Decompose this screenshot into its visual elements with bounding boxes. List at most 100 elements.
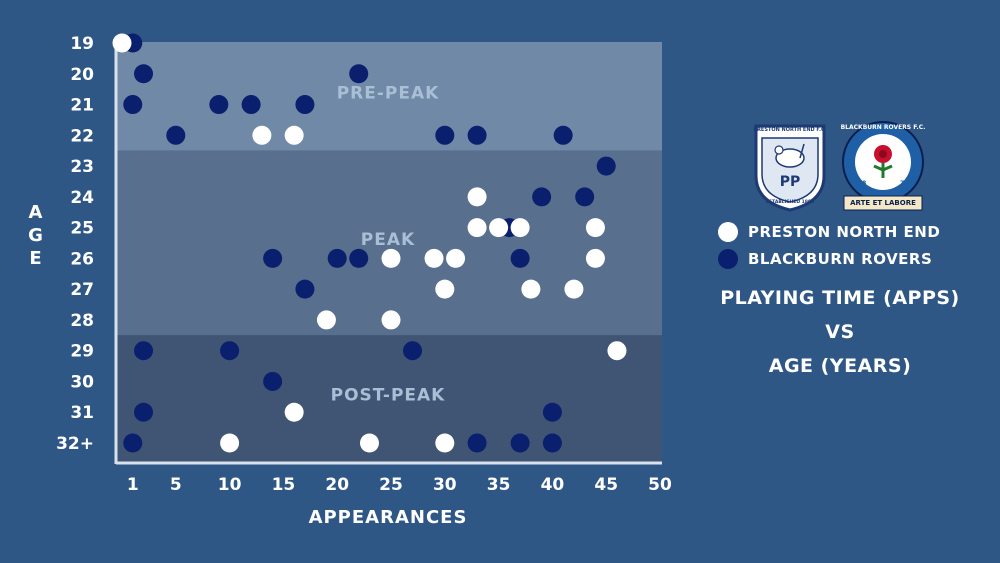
y-tick-label: 21 — [70, 96, 94, 116]
y-tick-label: 19 — [70, 34, 94, 54]
point-blackburn-rovers — [241, 95, 261, 115]
point-blackburn-rovers — [134, 402, 154, 422]
point-preston-north-end — [424, 248, 444, 268]
y-tick-label: 32+ — [56, 434, 94, 454]
point-blackburn-rovers — [542, 402, 562, 422]
x-tick-label: 35 — [487, 475, 511, 495]
legend-marker-blackburn — [718, 249, 738, 269]
x-tick-label: 15 — [272, 475, 296, 495]
y-tick-label: 24 — [70, 188, 94, 208]
point-blackburn-rovers — [435, 125, 455, 145]
x-tick-label: 20 — [325, 475, 349, 495]
chart-title-line-2: VS — [825, 321, 855, 343]
point-preston-north-end — [316, 310, 336, 330]
point-blackburn-rovers — [123, 433, 143, 453]
y-tick-label: 31 — [70, 403, 94, 423]
point-blackburn-rovers — [263, 371, 283, 391]
point-preston-north-end — [585, 218, 605, 238]
x-tick-label: 1 — [127, 475, 139, 495]
tick-labels: 1 5 10 15 20 25 30 35 40 45 5019202122232425262728… — [56, 34, 672, 495]
blackburn-badge-motto: ARTE ET LABORE — [850, 199, 916, 207]
chart-axes — [114, 42, 662, 465]
preston-badge-top: PRESTON NORTH END F.C. — [753, 127, 827, 133]
data-points — [112, 33, 627, 453]
legend-item-blackburn: BLACKBURN ROVERS — [718, 249, 932, 269]
blackburn-badge-year-left: 18 — [858, 180, 867, 187]
chart-title-line-1: PLAYING TIME (APPS) — [720, 287, 960, 309]
y-tick-label: 20 — [70, 65, 94, 85]
x-tick-label: 25 — [379, 475, 403, 495]
x-tick-label: 40 — [541, 475, 565, 495]
point-preston-north-end — [489, 218, 509, 238]
point-blackburn-rovers — [575, 187, 595, 207]
point-blackburn-rovers — [553, 125, 573, 145]
point-blackburn-rovers — [295, 95, 315, 115]
x-tick-label: 30 — [433, 475, 457, 495]
x-axis-title: APPEARANCES — [309, 507, 468, 528]
y-tick-label: 27 — [70, 280, 94, 300]
point-preston-north-end — [585, 248, 605, 268]
point-blackburn-rovers — [596, 156, 616, 176]
point-blackburn-rovers — [403, 341, 423, 361]
point-preston-north-end — [564, 279, 584, 299]
preston-badge: PRESTON NORTH END F.C. PP ESTABLISHED 18… — [752, 122, 828, 212]
preston-badge-initials: PP — [779, 174, 801, 190]
point-blackburn-rovers — [209, 95, 229, 115]
zone-label-post-peak: POST-PEAK — [331, 386, 446, 406]
x-tick-label: 45 — [594, 475, 618, 495]
point-blackburn-rovers — [295, 279, 315, 299]
zone-label-peak: PEAK — [361, 230, 415, 250]
y-tick-label: 22 — [70, 126, 94, 146]
point-blackburn-rovers — [349, 64, 369, 84]
legend-label-blackburn: BLACKBURN ROVERS — [748, 250, 933, 268]
point-blackburn-rovers — [532, 187, 552, 207]
point-blackburn-rovers — [510, 248, 530, 268]
point-preston-north-end — [467, 187, 487, 207]
legend-item-preston: PRESTON NORTH END — [718, 222, 940, 242]
zone-bands: PRE-PEAK PEAK POST-PEAK — [116, 42, 662, 462]
point-preston-north-end — [510, 218, 530, 238]
point-blackburn-rovers — [263, 248, 283, 268]
y-tick-label: 30 — [70, 372, 94, 392]
point-preston-north-end — [252, 125, 272, 145]
point-blackburn-rovers — [467, 125, 487, 145]
preston-badge-bottom: ESTABLISHED 1880 — [765, 200, 815, 205]
point-blackburn-rovers — [542, 433, 562, 453]
point-preston-north-end — [435, 279, 455, 299]
point-blackburn-rovers — [327, 248, 347, 268]
point-blackburn-rovers — [467, 433, 487, 453]
x-tick-label: 50 — [648, 475, 672, 495]
zone-peak — [116, 150, 662, 336]
point-preston-north-end — [446, 248, 466, 268]
point-blackburn-rovers — [349, 248, 369, 268]
point-preston-north-end — [284, 125, 304, 145]
x-tick-label: 10 — [218, 475, 242, 495]
y-tick-label: 26 — [70, 249, 94, 269]
point-blackburn-rovers — [134, 64, 154, 84]
point-blackburn-rovers — [510, 433, 530, 453]
y-tick-label: 28 — [70, 311, 94, 331]
blackburn-badge: BLACKBURN ROVERS F.C. 18 75 ARTE ET LABO… — [838, 120, 928, 212]
point-blackburn-rovers — [123, 95, 143, 115]
zone-label-pre-peak: PRE-PEAK — [337, 83, 440, 103]
point-preston-north-end — [284, 402, 304, 422]
x-tick-label: 5 — [170, 475, 182, 495]
point-preston-north-end — [521, 279, 541, 299]
point-blackburn-rovers — [220, 341, 240, 361]
point-preston-north-end — [435, 433, 455, 453]
point-preston-north-end — [467, 218, 487, 238]
point-preston-north-end — [381, 310, 401, 330]
point-blackburn-rovers — [166, 125, 186, 145]
point-preston-north-end — [381, 248, 401, 268]
chart-title-line-3: AGE (YEARS) — [768, 355, 912, 377]
y-tick-label: 23 — [70, 157, 94, 177]
point-preston-north-end — [607, 341, 627, 361]
y-tick-label: 25 — [70, 219, 94, 239]
blackburn-badge-year-right: 75 — [900, 180, 909, 187]
zone-post-peak — [116, 335, 662, 462]
point-preston-north-end — [359, 433, 379, 453]
point-blackburn-rovers — [134, 341, 154, 361]
y-tick-label: 29 — [70, 342, 94, 362]
